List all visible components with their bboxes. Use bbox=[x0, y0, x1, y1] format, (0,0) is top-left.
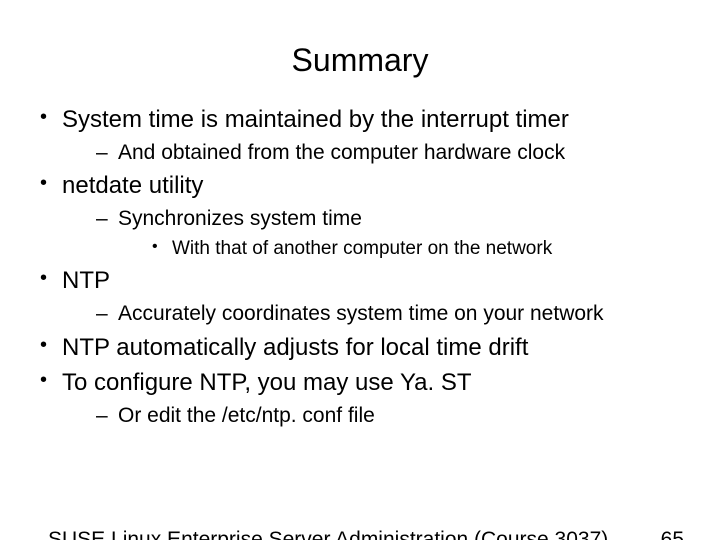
bullet-text: To configure NTP, you may use Ya. ST bbox=[62, 369, 472, 396]
slide-title: Summary bbox=[0, 42, 720, 79]
subsub-text: With that of another computer on the net… bbox=[172, 238, 552, 259]
sub-list: Accurately coordinates system time on yo… bbox=[62, 300, 692, 327]
bullet-item: netdate utility Synchronizes system time… bbox=[36, 171, 692, 261]
bullet-item: To configure NTP, you may use Ya. ST Or … bbox=[36, 368, 692, 429]
sub-item: Or edit the /etc/ntp. conf file bbox=[96, 402, 692, 429]
sub-list: And obtained from the computer hardware … bbox=[62, 139, 692, 166]
sub-text: Synchronizes system time bbox=[118, 207, 362, 230]
sub-item: Accurately coordinates system time on yo… bbox=[96, 300, 692, 327]
slide: Summary System time is maintained by the… bbox=[0, 42, 720, 540]
subsub-list: With that of another computer on the net… bbox=[118, 237, 692, 262]
bullet-item: NTP Accurately coordinates system time o… bbox=[36, 266, 692, 327]
bullet-text: System time is maintained by the interru… bbox=[62, 106, 569, 133]
bullet-text: NTP automatically adjusts for local time… bbox=[62, 334, 528, 361]
bullet-list: System time is maintained by the interru… bbox=[0, 105, 720, 429]
sub-list: Or edit the /etc/ntp. conf file bbox=[62, 402, 692, 429]
bullet-item: NTP automatically adjusts for local time… bbox=[36, 333, 692, 363]
sub-item: Synchronizes system time With that of an… bbox=[96, 205, 692, 261]
sub-text: And obtained from the computer hardware … bbox=[118, 141, 565, 164]
sub-text: Or edit the /etc/ntp. conf file bbox=[118, 404, 375, 427]
sub-item: And obtained from the computer hardware … bbox=[96, 139, 692, 166]
subsub-item: With that of another computer on the net… bbox=[152, 237, 692, 262]
bullet-item: System time is maintained by the interru… bbox=[36, 105, 692, 166]
sub-list: Synchronizes system time With that of an… bbox=[62, 205, 692, 261]
bullet-text: netdate utility bbox=[62, 172, 203, 199]
slide-footer: SUSE Linux Enterprise Server Administrat… bbox=[0, 528, 720, 540]
footer-page-number: 65 bbox=[661, 528, 684, 540]
bullet-text: NTP bbox=[62, 267, 110, 294]
footer-course: SUSE Linux Enterprise Server Administrat… bbox=[48, 528, 608, 540]
sub-text: Accurately coordinates system time on yo… bbox=[118, 302, 604, 325]
